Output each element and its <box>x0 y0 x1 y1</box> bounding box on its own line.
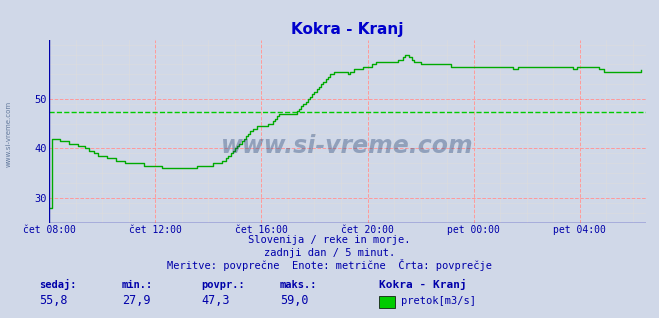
Text: www.si-vreme.com: www.si-vreme.com <box>5 100 11 167</box>
Text: Kokra - Kranj: Kokra - Kranj <box>379 279 467 290</box>
Text: 55,8: 55,8 <box>40 294 68 307</box>
Text: 47,3: 47,3 <box>201 294 229 307</box>
Text: povpr.:: povpr.: <box>201 280 244 290</box>
Text: min.:: min.: <box>122 280 153 290</box>
Text: Slovenija / reke in morje.: Slovenija / reke in morje. <box>248 235 411 245</box>
Text: sedaj:: sedaj: <box>40 279 77 290</box>
Text: pretok[m3/s]: pretok[m3/s] <box>401 296 476 306</box>
Text: zadnji dan / 5 minut.: zadnji dan / 5 minut. <box>264 248 395 258</box>
Text: www.si-vreme.com: www.si-vreme.com <box>221 134 474 158</box>
Text: 59,0: 59,0 <box>280 294 308 307</box>
Title: Kokra - Kranj: Kokra - Kranj <box>291 22 404 37</box>
Text: maks.:: maks.: <box>280 280 318 290</box>
Text: 27,9: 27,9 <box>122 294 150 307</box>
Text: Meritve: povprečne  Enote: metrične  Črta: povprečje: Meritve: povprečne Enote: metrične Črta:… <box>167 259 492 271</box>
